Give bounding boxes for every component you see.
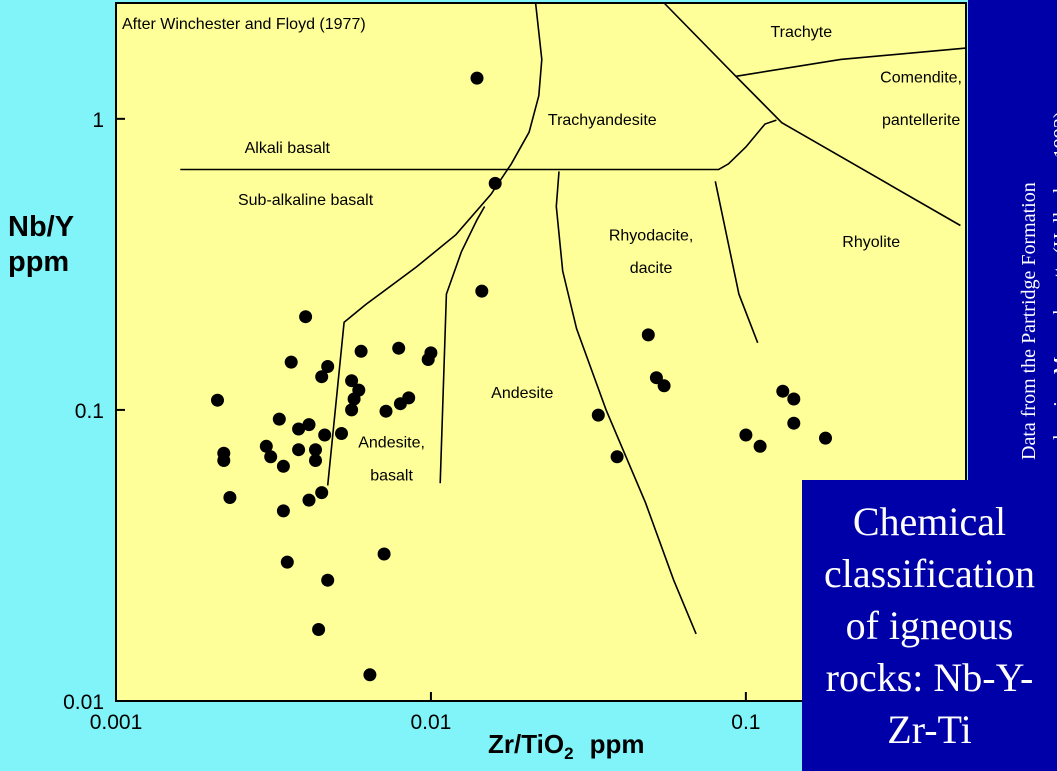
data-point	[302, 418, 316, 432]
x-axis-ticks: 0.001 0.01 0.1	[90, 692, 760, 734]
data-point	[280, 555, 294, 569]
source-note: After Winchester and Floyd (1977)	[122, 16, 366, 33]
data-point	[315, 486, 329, 500]
field-label: basalt	[370, 468, 413, 485]
field-label: Trachyandesite	[548, 112, 657, 129]
title-line-4: rocks: Nb-Y-	[825, 654, 1034, 700]
data-point	[776, 384, 790, 398]
title-line-2: classification	[823, 550, 1036, 596]
field-label: dacite	[630, 260, 673, 277]
y-tick-label: 0.01	[63, 691, 104, 714]
data-point	[649, 371, 663, 385]
data-point	[302, 493, 316, 507]
data-point	[354, 344, 368, 358]
title-line-3: of igneous	[845, 602, 1014, 648]
data-credit-line-1: Data from the Partridge Formation	[1018, 182, 1040, 460]
data-point	[309, 443, 322, 457]
data-point	[787, 416, 801, 430]
data-point	[321, 573, 335, 587]
x-axis-title: Zr/TiO2 ppm	[488, 729, 644, 763]
y-axis-title: Nb/Y ppm	[8, 211, 75, 278]
x-axis-title-subscript: 2	[564, 744, 573, 763]
data-point	[318, 428, 332, 442]
x-tick-label: 0.001	[90, 711, 143, 734]
data-point	[819, 431, 832, 445]
data-point	[259, 439, 273, 453]
data-point	[345, 374, 359, 388]
field-label: Rhyodacite,	[609, 228, 694, 245]
field-labels: Trachyte Comendite, pantellerite Trachyande…	[238, 24, 962, 484]
data-point	[657, 379, 671, 393]
data-point	[299, 310, 313, 324]
data-point	[363, 668, 377, 682]
x-axis-title-main: Zr/TiO	[488, 729, 564, 759]
data-point	[292, 443, 306, 457]
title-panel: Chemical classification of igneous rocks…	[802, 480, 1057, 771]
data-point	[276, 504, 290, 518]
data-point	[217, 454, 231, 467]
data-point	[312, 623, 326, 636]
boundary-line-7	[735, 47, 967, 78]
boundary-line-6	[663, 2, 961, 227]
data-point	[392, 341, 406, 355]
y-tick-label: 1	[92, 109, 104, 132]
data-point	[335, 427, 348, 440]
data-point	[272, 412, 286, 426]
field-label: Sub-alkaline basalt	[238, 192, 374, 209]
data-points	[211, 71, 832, 682]
field-label: Alkali basalt	[245, 140, 331, 157]
data-point	[223, 491, 237, 504]
data-point	[379, 404, 393, 418]
x-tick-label: 0.1	[731, 711, 760, 734]
field-label: pantellerite	[882, 112, 960, 129]
boundary-line-1	[180, 119, 777, 171]
data-point	[591, 408, 605, 422]
field-label: Comendite,	[880, 69, 962, 86]
boundary-line-5	[714, 181, 759, 344]
data-point	[292, 422, 306, 436]
data-credit-text: Data from the Partridge Formation volcan…	[1013, 20, 1057, 460]
data-credit-line-2: volcanics, Massachusetts (Hollocher, 199…	[1050, 106, 1057, 460]
data-point	[284, 355, 298, 369]
field-label: Andesite	[491, 385, 553, 402]
boundary-line-2	[326, 2, 543, 486]
data-point	[753, 439, 767, 453]
data-credit-panel	[968, 0, 1057, 480]
y-tick-label: 0.1	[75, 400, 104, 423]
data-point	[787, 392, 801, 406]
title-line-5: Zr-Ti	[887, 706, 972, 752]
data-point	[377, 547, 391, 561]
data-point	[309, 454, 322, 467]
boundary-line-3	[439, 206, 486, 484]
field-label: Andesite,	[358, 434, 425, 451]
chart-title: Chemical classification of igneous rocks…	[824, 496, 1035, 756]
data-point	[315, 370, 329, 384]
data-point	[402, 391, 416, 405]
data-point	[264, 450, 278, 464]
title-line-1: Chemical	[852, 498, 1007, 544]
x-axis-title-unit: ppm	[590, 729, 645, 759]
data-point	[211, 393, 224, 407]
x-tick-label: 0.01	[410, 711, 451, 734]
y-axis-ticks: 1 0.1 0.01	[63, 109, 125, 714]
data-point	[352, 383, 366, 397]
field-label: Trachyte	[770, 24, 832, 41]
data-point	[475, 284, 489, 298]
field-boundaries	[180, 2, 967, 635]
data-point	[610, 450, 624, 464]
boundary-line-4	[555, 171, 697, 635]
data-point	[424, 346, 438, 360]
data-point	[488, 176, 502, 190]
field-label: Rhyolite	[842, 234, 900, 251]
data-point	[321, 360, 335, 373]
data-point	[739, 428, 753, 442]
data-point	[470, 71, 484, 85]
data-point	[276, 459, 290, 473]
data-point	[345, 403, 359, 417]
data-point	[641, 328, 655, 342]
